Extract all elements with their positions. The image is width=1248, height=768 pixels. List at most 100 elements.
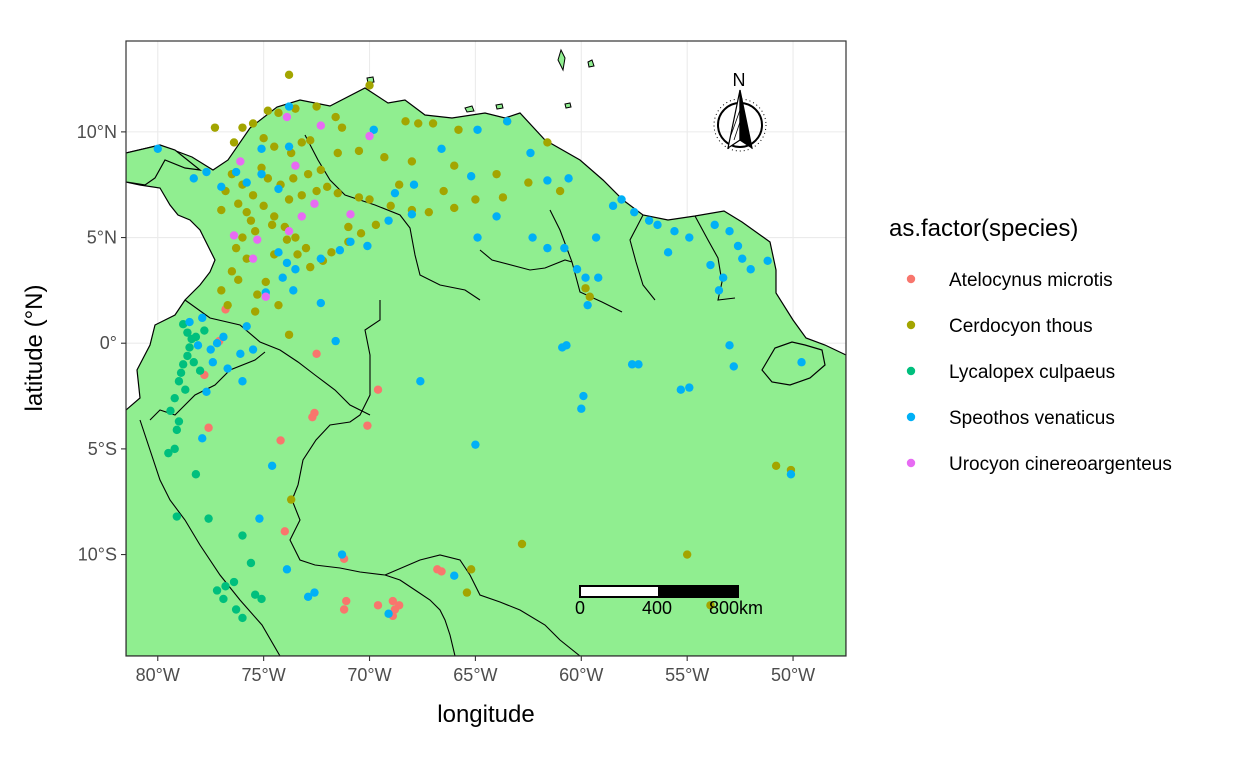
data-point [466,565,476,574]
data-point [786,470,796,479]
x-tick-label: 60°W [559,665,603,685]
data-point [253,290,262,299]
data-point [380,153,389,162]
data-point [284,227,294,236]
data-point [276,436,285,445]
plot-panel-border [125,40,847,657]
legend-label: Urocyon cinereoargenteus [949,454,1172,475]
data-point [471,195,480,204]
data-point [344,222,353,232]
x-tick-label: 70°W [347,665,391,685]
data-point [189,174,198,183]
legend-label: Lycalopex culpaeus [949,362,1115,383]
caribbean-island [495,103,504,110]
data-point [543,176,552,185]
data-point [581,273,590,282]
data-point [284,102,294,111]
border-brazil-bolivia [384,554,581,656]
data-point [263,106,273,115]
data-point [630,207,639,217]
data-point [297,191,306,200]
data-point [333,188,342,198]
data-point [289,174,298,183]
x-tick-label: 80°W [136,665,180,685]
legend-label: Atelocynus microtis [949,270,1113,291]
data-point [306,262,315,272]
data-point [263,174,273,183]
data-point [342,596,351,606]
data-point [210,123,220,132]
data-point [454,125,463,134]
data-point [543,243,552,253]
data-point [437,144,446,153]
data-point [316,298,326,308]
caribbean-island [587,59,595,68]
data-point [202,167,211,177]
border-venezuela-guyana [549,209,623,313]
data-point [178,360,188,369]
data-point [583,300,592,310]
data-point [331,112,340,122]
data-point [424,207,434,217]
data-point [591,233,601,242]
data-point [242,322,251,331]
border-colombia-ecuador [184,299,371,416]
border-peru-brazil [289,484,386,576]
data-point [178,319,188,329]
data-point [286,495,296,504]
y-axis-title: latitude (°N) [21,285,48,412]
data-point [170,393,179,403]
data-point [337,123,347,132]
data-point [185,317,194,327]
legend-key [906,274,916,284]
border-guyana-suriname [629,214,656,301]
data-point [284,195,294,204]
data-point [746,265,755,274]
data-point [191,470,201,479]
north-arrow-label: N [733,70,746,90]
series-urocyon-cinereoargenteus [229,112,374,301]
data-point [524,178,533,187]
data-point [579,391,588,401]
data-point [219,594,228,604]
data-point [365,131,374,141]
y-tick-label: 0° [100,333,117,353]
data-point [384,609,393,618]
y-tick-label: 5°N [87,228,117,248]
border-colombia-brazil [297,300,381,486]
data-point [270,212,279,221]
data-point [289,286,298,295]
scale-bar: 0 400 800km [575,585,763,618]
data-point [670,227,679,236]
data-point [718,273,728,282]
data-point [564,174,573,183]
data-point [282,258,292,268]
data-point [634,360,643,369]
data-point [308,412,317,422]
data-point [301,243,311,253]
scale-label-400: 400 [642,598,672,618]
data-point [373,601,383,610]
data-point [282,235,292,244]
data-point [238,233,247,242]
data-point [261,292,270,301]
north-arrow: N [713,70,767,152]
data-point [234,275,243,285]
data-point [439,186,448,196]
data-point [437,567,446,576]
data-point [238,123,247,132]
data-point [337,550,347,559]
data-point [369,125,378,134]
data-point [174,417,184,426]
data-point [572,265,582,274]
data-point [517,539,527,549]
data-point [200,326,209,335]
data-point [771,461,781,470]
data-point [267,461,277,470]
data-point [259,134,268,143]
data-point [176,368,186,378]
data-point [682,550,692,559]
data-point [172,512,182,521]
data-point [558,343,567,352]
data-point [248,119,258,128]
